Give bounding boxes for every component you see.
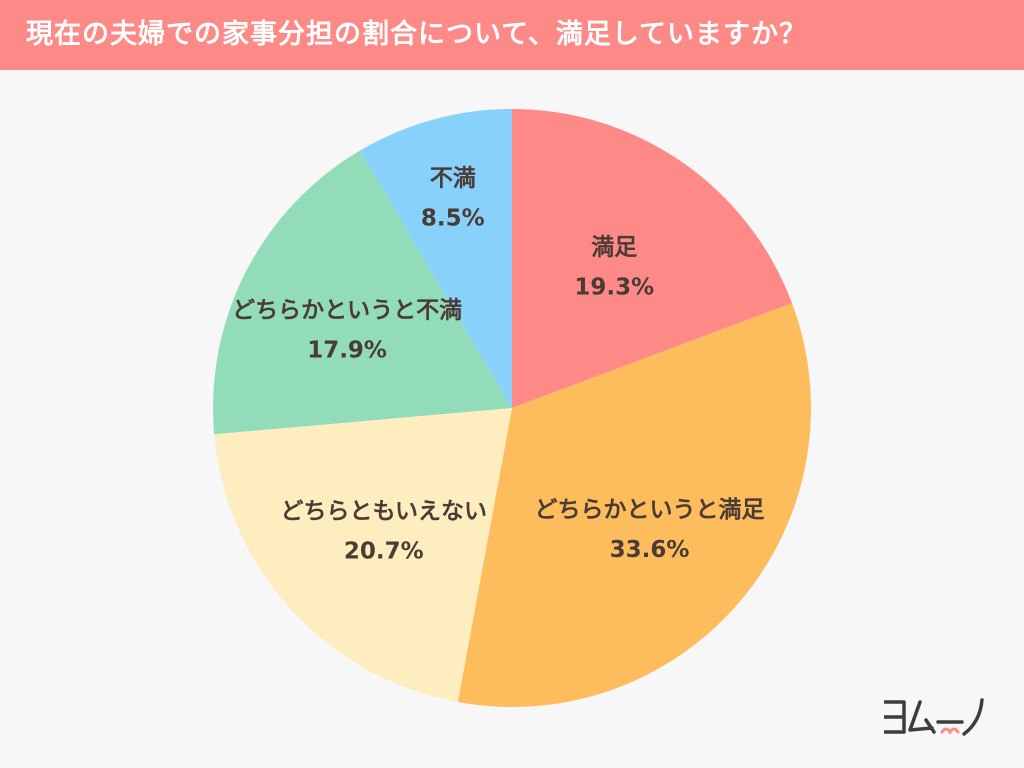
slice-category-label: 不満: [430, 166, 476, 192]
slice-value-label: 19.3%: [574, 275, 654, 301]
pie-labels: 満足 19.3% どちらかというと満足 33.6% どちらともいえない 20.7% どちらか…: [232, 166, 764, 565]
pie-slices: [213, 109, 811, 707]
title-bar: 現在の夫婦での家事分担の割合について、満足していますか？: [0, 0, 1024, 70]
pie-slice: [359, 109, 512, 408]
pie-slice: [512, 109, 793, 408]
pie-chart: 満足 19.3% どちらかというと満足 33.6% どちらともいえない 20.7% どちらか…: [213, 109, 811, 707]
slice-value-label: 20.7%: [344, 539, 424, 565]
pie-slice: [214, 408, 512, 703]
pie-slice: [213, 150, 513, 435]
slice-value-label: 33.6%: [610, 537, 690, 563]
slice-value-label: 17.9%: [307, 337, 387, 363]
pie-slice: [457, 303, 811, 707]
chart-title: 現在の夫婦での家事分担の割合について、満足していますか？: [26, 19, 808, 50]
yomuuno-logo-icon: [884, 698, 984, 736]
slice-category-label: どちらかというと満足: [535, 497, 765, 523]
slice-category-label: どちらともいえない: [280, 499, 487, 525]
brand-logo: [880, 692, 990, 742]
slice-category-label: 満足: [591, 235, 637, 261]
slice-category-label: どちらかというと不満: [232, 297, 462, 323]
slice-value-label: 8.5%: [421, 206, 485, 232]
